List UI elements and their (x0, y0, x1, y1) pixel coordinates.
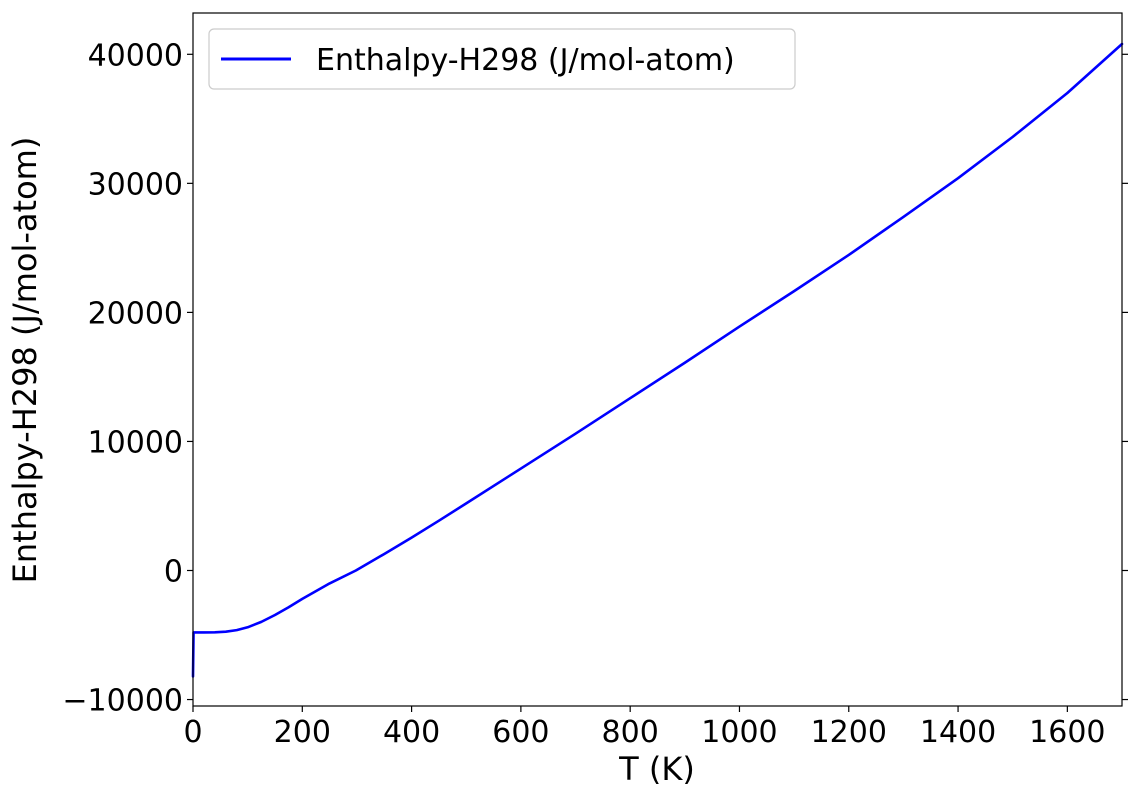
x-tick-label: 1000 (701, 715, 777, 750)
x-tick-label: 200 (274, 715, 331, 750)
y-tick-label: 20000 (88, 296, 183, 331)
plot-background (193, 13, 1122, 706)
x-tick-label: 0 (183, 715, 202, 750)
x-tick-label: 1200 (811, 715, 887, 750)
x-tick-label: 1600 (1029, 715, 1105, 750)
y-tick-label: 30000 (88, 167, 183, 202)
x-tick-label: 1400 (920, 715, 996, 750)
y-tick-label: −10000 (62, 684, 183, 719)
tick-layer: 0 200 400 600 800 1000 1200 1400 1600−1000001000… (62, 38, 1128, 750)
x-tick-label: 400 (383, 715, 440, 750)
y-axis-title: Enthalpy-H298 (J/mol-atom) (6, 137, 44, 584)
x-tick-label: 600 (492, 715, 549, 750)
legend-label: Enthalpy-H298 (J/mol-atom) (316, 43, 735, 78)
legend-box (208, 28, 796, 90)
y-tick-label: 10000 (88, 425, 183, 460)
x-tick-label: 800 (602, 715, 659, 750)
x-axis-title: T (K) (618, 750, 695, 788)
series-layer (191, 42, 1124, 678)
y-tick-label: 0 (164, 554, 183, 589)
plot-frame (192, 12, 1123, 707)
y-tick-label: 40000 (88, 38, 183, 73)
legend: Enthalpy-H298 (J/mol-atom) (208, 28, 796, 90)
series-line (191, 42, 1124, 678)
